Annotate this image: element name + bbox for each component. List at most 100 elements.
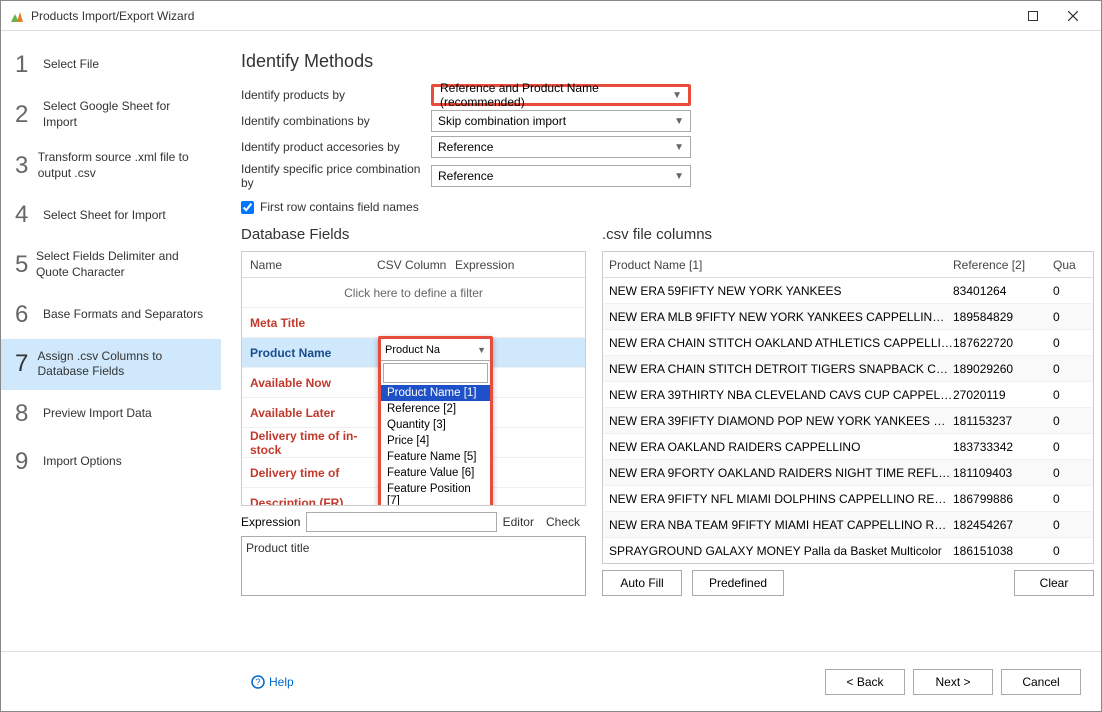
help-link[interactable]: ? Help (251, 675, 294, 689)
database-fields-table: Name CSV Column Expression Click here to… (241, 251, 586, 506)
wizard-step-2[interactable]: 2Select Google Sheet for Import (1, 89, 221, 140)
identify-select-value: Skip combination import (438, 114, 566, 128)
csv-dropdown-selected[interactable]: Product Na ▼ (381, 339, 490, 361)
db-col-csv[interactable]: CSV Column (377, 258, 455, 272)
csv-data-row[interactable]: SPRAYGROUND GALAXY MONEY Palla da Basket… (603, 538, 1093, 564)
db-field-name: Meta Title (242, 316, 377, 330)
step-number: 2 (15, 101, 41, 129)
db-col-expr[interactable]: Expression (455, 258, 585, 272)
csv-data-row[interactable]: NEW ERA 39THIRTY NBA CLEVELAND CAVS CUP … (603, 382, 1093, 408)
step-number: 5 (15, 251, 34, 279)
expression-description: Product title (241, 536, 586, 596)
csv-cell-ref: 186799886 (953, 492, 1053, 506)
csv-dropdown-option[interactable]: Reference [2] (381, 401, 490, 417)
csv-data-row[interactable]: NEW ERA 9FORTY OAKLAND RAIDERS NIGHT TIM… (603, 460, 1093, 486)
csv-cell-qty: 0 (1053, 362, 1093, 376)
chevron-down-icon: ▼ (674, 142, 684, 153)
check-button[interactable]: Check (540, 515, 586, 529)
step-number: 9 (15, 448, 41, 476)
csv-cell-qty: 0 (1053, 518, 1093, 532)
csv-data-row[interactable]: NEW ERA 59FIFTY NEW YORK YANKEES83401264… (603, 278, 1093, 304)
csv-cell-name: NEW ERA CHAIN STITCH OAKLAND ATHLETICS C… (603, 336, 953, 350)
identify-label: Identify product accesories by (241, 140, 431, 154)
wizard-steps-sidebar: 1Select File2Select Google Sheet for Imp… (1, 31, 221, 651)
next-button[interactable]: Next > (913, 669, 993, 695)
wizard-footer: ? Help < Back Next > Cancel (1, 651, 1101, 711)
wizard-step-4[interactable]: 4Select Sheet for Import (1, 191, 221, 239)
content-area: Identify Methods Identify products by Re… (221, 31, 1101, 651)
csv-data-row[interactable]: NEW ERA MLB 9FIFTY NEW YORK YANKEES CAPP… (603, 304, 1093, 330)
step-number: 3 (15, 152, 36, 180)
wizard-step-1[interactable]: 1Select File (1, 41, 221, 89)
csv-data-row[interactable]: NEW ERA 9FIFTY NFL MIAMI DOLPHINS CAPPEL… (603, 486, 1093, 512)
db-col-name[interactable]: Name (242, 258, 377, 272)
csv-dropdown-option[interactable]: Quantity [3] (381, 417, 490, 433)
clear-button[interactable]: Clear (1014, 570, 1094, 596)
csv-cell-name: NEW ERA CHAIN STITCH DETROIT TIGERS SNAP… (603, 362, 953, 376)
db-field-name: Product Name (242, 346, 377, 360)
database-fields-panel: Database Fields Name CSV Column Expressi… (241, 226, 586, 596)
csv-cell-name: NEW ERA 9FIFTY NFL MIAMI DOLPHINS CAPPEL… (603, 492, 953, 506)
csv-cell-name: NEW ERA 9FORTY OAKLAND RAIDERS NIGHT TIM… (603, 466, 953, 480)
db-field-name: Description (FR) (242, 496, 377, 506)
csv-cell-qty: 0 (1053, 414, 1093, 428)
csv-cell-qty: 0 (1053, 440, 1093, 454)
identify-label: Identify combinations by (241, 114, 431, 128)
titlebar: Products Import/Export Wizard (1, 1, 1101, 31)
csv-cell-ref: 187622720 (953, 336, 1053, 350)
identify-row: Identify combinations by Skip combinatio… (241, 110, 1081, 132)
editor-button[interactable]: Editor (497, 515, 540, 529)
autofill-button[interactable]: Auto Fill (602, 570, 682, 596)
csv-col-2[interactable]: Reference [2] (953, 258, 1053, 272)
identify-select[interactable]: Reference ▼ (431, 165, 691, 187)
first-row-fieldnames-label[interactable]: First row contains field names (260, 200, 419, 214)
wizard-step-3[interactable]: 3Transform source .xml file to output .c… (1, 140, 221, 191)
csv-columns-heading: .csv file columns (602, 226, 1094, 243)
wizard-step-8[interactable]: 8Preview Import Data (1, 390, 221, 438)
cancel-button[interactable]: Cancel (1001, 669, 1081, 695)
csv-dropdown-option[interactable]: Feature Position [7] (381, 481, 490, 505)
svg-text:?: ? (255, 677, 260, 687)
csv-cell-ref: 189029260 (953, 362, 1053, 376)
identify-select[interactable]: Reference and Product Name (recommended)… (431, 84, 691, 106)
csv-data-row[interactable]: NEW ERA 39FIFTY DIAMOND POP NEW YORK YAN… (603, 408, 1093, 434)
csv-dropdown-filter-input[interactable] (383, 363, 488, 383)
db-field-name: Available Later (242, 406, 377, 420)
close-button[interactable] (1053, 2, 1093, 30)
csv-col-3[interactable]: Qua (1053, 258, 1093, 272)
csv-cell-ref: 27020119 (953, 388, 1053, 402)
csv-cell-name: NEW ERA OAKLAND RAIDERS CAPPELLINO (603, 440, 953, 454)
step-label: Assign .csv Columns to Database Fields (36, 349, 207, 380)
wizard-step-5[interactable]: 5Select Fields Delimiter and Quote Chara… (1, 239, 221, 290)
csv-cell-ref: 182454267 (953, 518, 1053, 532)
csv-cell-qty: 0 (1053, 492, 1093, 506)
csv-dropdown-option[interactable]: Feature Name [5] (381, 449, 490, 465)
wizard-step-7[interactable]: 7Assign .csv Columns to Database Fields (1, 339, 221, 390)
identify-select[interactable]: Skip combination import ▼ (431, 110, 691, 132)
chevron-down-icon: ▼ (674, 116, 684, 127)
csv-dropdown-option[interactable]: Product Name [1] (381, 385, 490, 401)
predefined-button[interactable]: Predefined (692, 570, 784, 596)
csv-cell-qty: 0 (1053, 466, 1093, 480)
wizard-step-9[interactable]: 9Import Options (1, 438, 221, 486)
csv-col-1[interactable]: Product Name [1] (603, 258, 953, 272)
csv-data-row[interactable]: NEW ERA CHAIN STITCH OAKLAND ATHLETICS C… (603, 330, 1093, 356)
expression-input[interactable] (306, 512, 497, 532)
window-title: Products Import/Export Wizard (31, 9, 1013, 23)
identify-select[interactable]: Reference ▼ (431, 136, 691, 158)
db-field-row[interactable]: Meta Title (242, 308, 585, 338)
back-button[interactable]: < Back (825, 669, 905, 695)
maximize-button[interactable] (1013, 2, 1053, 30)
step-number: 1 (15, 51, 41, 79)
first-row-fieldnames-checkbox[interactable] (241, 201, 254, 214)
wizard-step-6[interactable]: 6Base Formats and Separators (1, 291, 221, 339)
csv-cell-qty: 0 (1053, 544, 1093, 558)
csv-data-row[interactable]: NEW ERA NBA TEAM 9FIFTY MIAMI HEAT CAPPE… (603, 512, 1093, 538)
csv-dropdown-option[interactable]: Price [4] (381, 433, 490, 449)
csv-cell-name: NEW ERA 39FIFTY DIAMOND POP NEW YORK YAN… (603, 414, 953, 428)
csv-data-row[interactable]: NEW ERA CHAIN STITCH DETROIT TIGERS SNAP… (603, 356, 1093, 382)
csv-data-row[interactable]: NEW ERA OAKLAND RAIDERS CAPPELLINO183733… (603, 434, 1093, 460)
db-filter-row[interactable]: Click here to define a filter (242, 278, 585, 308)
step-label: Select Fields Delimiter and Quote Charac… (34, 249, 207, 280)
csv-dropdown-option[interactable]: Feature Value [6] (381, 465, 490, 481)
